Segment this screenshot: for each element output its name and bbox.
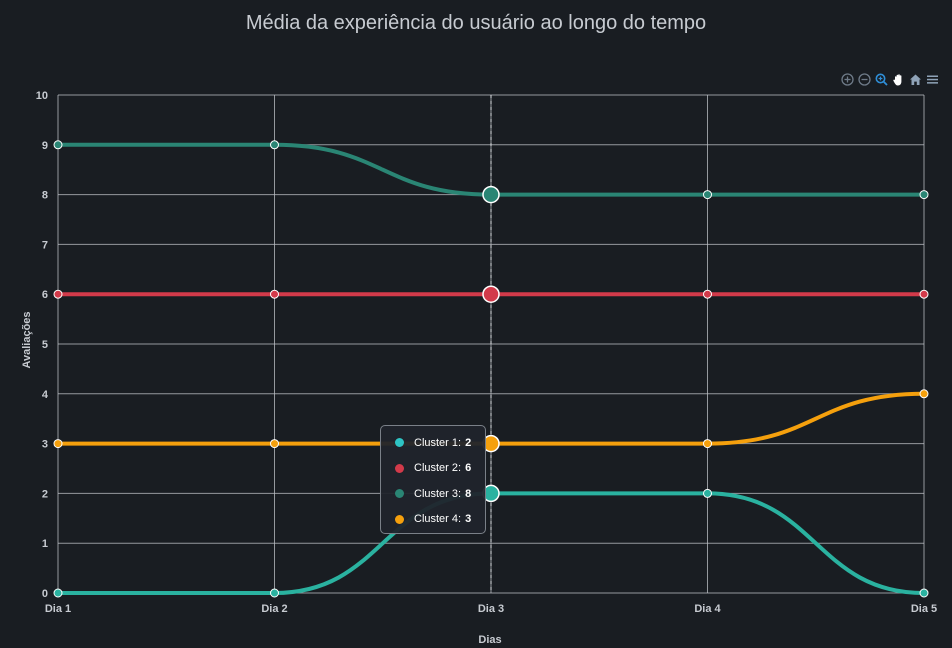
x-tick-label: Dia 2 (261, 603, 287, 615)
y-tick-label: 7 (42, 239, 48, 251)
x-tick-label: Dia 1 (45, 603, 71, 615)
data-point (270, 588, 279, 598)
menu-icon[interactable] (925, 72, 940, 87)
data-point (53, 439, 63, 449)
hover-tooltip: Cluster 1: 2 Cluster 2: 6 Cluster 3: 8 C… (380, 425, 486, 534)
tooltip-marker (395, 463, 404, 473)
series-markers (53, 140, 929, 598)
y-tick-label: 10 (36, 90, 48, 102)
tooltip-row: Cluster 2: 6 (395, 456, 485, 482)
x-tick-label: Dia 3 (478, 603, 504, 615)
y-axis-label: Avaliações (21, 311, 33, 368)
axes: 0 1 2 3 4 5 6 7 8 9 10 Dia 1 Dia 2 Dia 3 Dia 4 Dia 5 (36, 90, 937, 615)
y-tick-label: 4 (42, 389, 49, 401)
data-point (703, 439, 712, 449)
tooltip-marker (395, 489, 404, 499)
data-point (919, 588, 929, 598)
zoom-out-icon[interactable] (857, 72, 872, 87)
data-point (270, 289, 279, 299)
y-tick-label: 6 (42, 289, 48, 301)
data-point (270, 439, 279, 449)
tooltip-series-name: Cluster 2: (414, 462, 462, 475)
data-point (703, 289, 712, 299)
chart-toolbar (840, 72, 940, 87)
y-tick-label: 2 (42, 488, 48, 500)
data-point (482, 285, 500, 303)
x-axis-label: Dias (478, 634, 501, 646)
data-point (270, 140, 279, 150)
y-tick-label: 9 (42, 140, 48, 152)
data-point (919, 389, 929, 399)
data-point (919, 190, 929, 200)
tooltip-series-value: 6 (465, 462, 472, 475)
tooltip-row: Cluster 1: 2 (395, 430, 485, 456)
y-tick-label: 1 (42, 538, 48, 550)
tooltip-series-name: Cluster 3: (414, 487, 462, 500)
data-point (53, 588, 63, 598)
y-tick-label: 0 (42, 588, 48, 600)
x-tick-label: Dia 5 (911, 603, 937, 615)
tooltip-series-name: Cluster 4: (414, 513, 462, 526)
tooltip-series-value: 8 (465, 487, 472, 500)
home-reset-icon[interactable] (908, 72, 923, 87)
tooltip-row: Cluster 3: 8 (395, 481, 485, 507)
data-point (919, 289, 929, 299)
y-tick-label: 3 (42, 439, 48, 451)
tooltip-series-value: 2 (465, 436, 472, 449)
selection-zoom-icon[interactable] (874, 72, 889, 87)
zoom-in-icon[interactable] (840, 72, 855, 87)
tooltip-marker (395, 514, 404, 524)
y-tick-label: 5 (42, 339, 48, 351)
data-point (53, 289, 63, 299)
grid (57, 94, 925, 594)
tooltip-row: Cluster 4: 3 (395, 507, 485, 533)
pan-hand-icon[interactable] (891, 72, 906, 87)
data-point (703, 488, 712, 498)
data-point (703, 190, 712, 200)
tooltip-series-value: 3 (465, 513, 472, 526)
chart-title: Média da experiência do usuário ao longo… (245, 12, 707, 34)
data-point (53, 140, 63, 150)
tooltip-marker (395, 438, 404, 448)
x-tick-label: Dia 4 (694, 603, 721, 615)
y-tick-label: 8 (42, 190, 48, 202)
data-point (482, 185, 500, 204)
tooltip-series-name: Cluster 1: (414, 436, 462, 449)
